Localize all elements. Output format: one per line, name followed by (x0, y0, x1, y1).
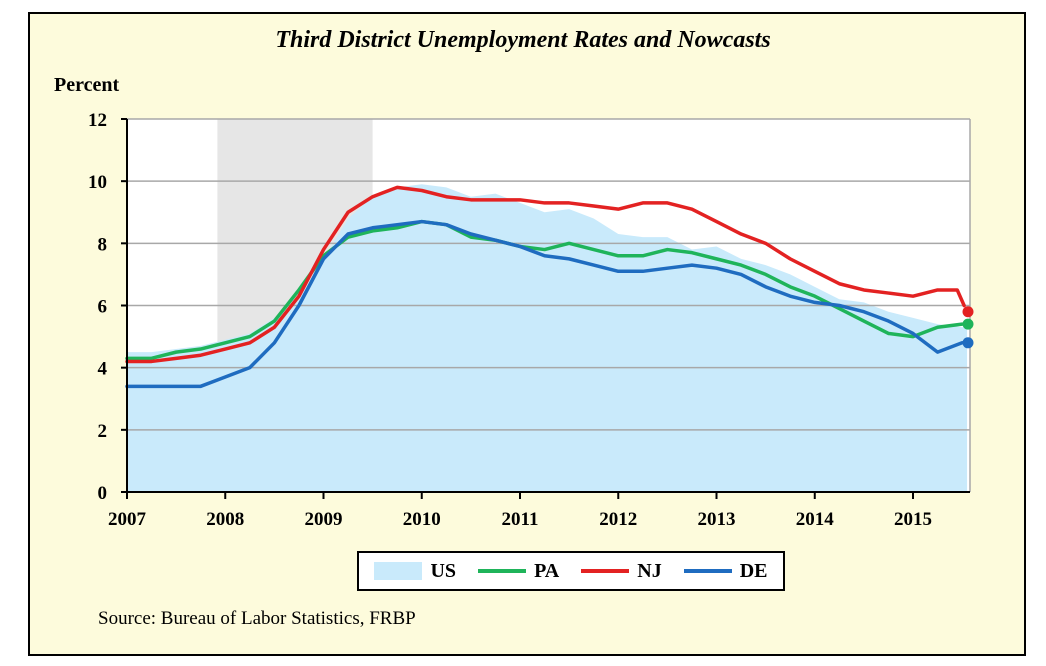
y-tick-label-8: 8 (98, 234, 108, 255)
x-tick-label-2009: 2009 (305, 509, 343, 530)
nowcast-point-pa (962, 318, 974, 330)
y-axis-label: Percent (54, 74, 120, 96)
x-tick-label-2015: 2015 (894, 509, 932, 530)
nowcast-point-nj (962, 306, 974, 318)
legend-item-de: DE (683, 559, 768, 583)
legend-item-us: US (374, 560, 456, 583)
legend-label-nj: NJ (637, 559, 662, 582)
x-tick-label-2008: 2008 (206, 509, 244, 530)
legend-swatch-pa (478, 569, 527, 573)
y-tick-label-10: 10 (88, 172, 107, 193)
legend-label-pa: PA (534, 559, 560, 582)
y-tick-label-6: 6 (98, 297, 108, 318)
legend-label-us: US (430, 559, 457, 582)
series-area-us (127, 184, 968, 492)
chart-title: Third District Unemployment Rates and No… (275, 27, 771, 53)
series-line-nj (125, 185, 966, 364)
legend: US PA NJ DE (357, 551, 785, 591)
y-tick-label-4: 4 (98, 359, 108, 380)
legend-swatch-us (374, 562, 423, 580)
legend-swatch-nj (581, 569, 630, 573)
y-tick-label-0: 0 (98, 483, 108, 504)
legend-label-de: DE (739, 559, 768, 582)
x-tick-label-2014: 2014 (796, 509, 835, 530)
legend-item-pa: PA (478, 560, 559, 583)
nowcast-point-de (962, 337, 974, 349)
legend-item-nj: NJ (581, 559, 662, 583)
series-line-pa (125, 219, 964, 361)
y-tick-label-2: 2 (98, 421, 108, 442)
x-tick-label-2010: 2010 (403, 509, 441, 530)
source-note: Source: Bureau of Labor Statistics, FRBP (98, 608, 416, 629)
legend-swatch-de (683, 569, 732, 573)
x-tick-label-2012: 2012 (599, 509, 637, 530)
y-tick-label-12: 12 (88, 110, 107, 131)
x-tick-label-2007: 2007 (108, 509, 147, 530)
x-tick-label-2013: 2013 (698, 509, 736, 530)
x-tick-label-2011: 2011 (502, 509, 539, 530)
series-line-de (125, 219, 964, 389)
